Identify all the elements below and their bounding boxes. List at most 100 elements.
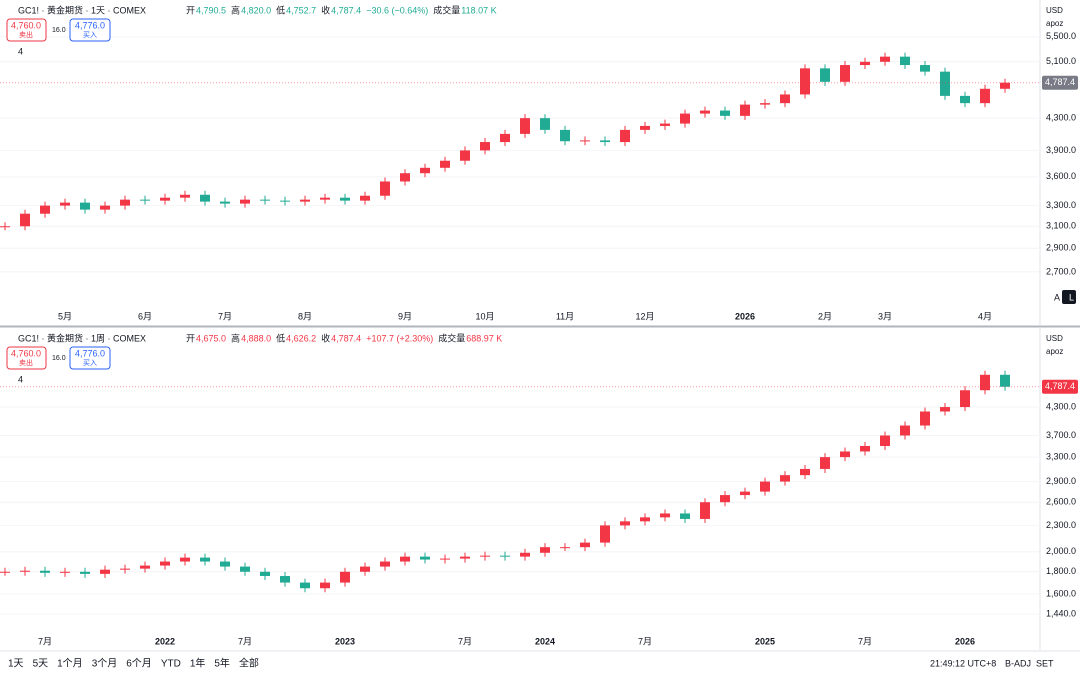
candle	[1000, 374, 1010, 387]
candle	[320, 582, 330, 589]
candle	[500, 555, 510, 557]
last-price: 4,787.4	[1045, 381, 1075, 391]
y-tick-label: 1,600.0	[1046, 588, 1076, 598]
ohlc-change: +107.7 (+2.30%)	[366, 333, 433, 343]
candle	[480, 555, 490, 557]
candle	[560, 129, 570, 142]
candle	[520, 552, 530, 557]
candle	[340, 571, 350, 583]
y-tick-label: 3,100.0	[1046, 221, 1076, 231]
sell-label: 卖出	[19, 30, 33, 39]
candle	[900, 56, 910, 66]
ohlc-volume: 118.07 K	[461, 5, 496, 15]
candle	[880, 435, 890, 446]
ohlc-low: 4,626.2	[286, 333, 316, 343]
sell-price: 4,760.0	[11, 20, 41, 30]
buy-button[interactable]	[69, 346, 111, 370]
range-button[interactable]: YTD	[161, 659, 181, 670]
candle	[920, 411, 930, 426]
buy-price: 4,776.0	[75, 20, 105, 30]
ohlc-volume: 688.97 K	[466, 333, 502, 343]
scale-button[interactable]: A	[1054, 292, 1060, 302]
candle	[620, 129, 630, 143]
candle	[660, 123, 670, 126]
candle	[380, 181, 390, 196]
range-button[interactable]: 1个月	[57, 658, 83, 670]
buy-label: 买入	[83, 31, 97, 39]
range-button[interactable]: 3个月	[92, 658, 118, 670]
candle	[400, 556, 410, 562]
buy-button[interactable]	[69, 18, 111, 42]
candle	[180, 557, 190, 562]
currency: USD	[1046, 334, 1063, 343]
y-tick-label: 5,100.0	[1046, 56, 1076, 66]
y-tick-label: 3,300.0	[1046, 451, 1076, 461]
scale-button-bg[interactable]	[1062, 290, 1076, 304]
candle	[880, 56, 890, 62]
candle	[120, 199, 130, 206]
candle	[620, 521, 630, 526]
candle	[340, 197, 350, 201]
ohlc-high: 4,888.0	[241, 333, 271, 343]
scale-mode: apoz	[1046, 347, 1063, 356]
candle	[0, 571, 10, 573]
candle	[120, 568, 130, 570]
candle	[200, 557, 210, 562]
candle	[300, 199, 310, 202]
y-tick-label: 5,500.0	[1046, 31, 1076, 41]
candle	[140, 565, 150, 569]
range-button[interactable]: 5天	[33, 659, 49, 670]
y-tick-label: 2,600.0	[1046, 497, 1076, 507]
y-tick-label: 3,900.0	[1046, 145, 1076, 155]
candle	[760, 481, 770, 492]
range-button[interactable]: 5年	[214, 657, 230, 670]
sell-price: 4,760.0	[11, 348, 41, 358]
adjust-button[interactable]: B-ADJ	[1005, 658, 1031, 668]
x-tick-label: 2025	[755, 636, 775, 646]
range-button[interactable]: 1天	[8, 659, 24, 670]
candle	[840, 451, 850, 458]
candle	[160, 197, 170, 201]
candle	[580, 542, 590, 548]
scale-button[interactable]: L	[1069, 292, 1074, 302]
x-tick-label: 2023	[335, 636, 355, 646]
y-tick-label: 1,800.0	[1046, 566, 1076, 576]
candle	[460, 556, 470, 559]
ohlc-change: −30.6 (−0.64%)	[366, 5, 428, 15]
candle	[960, 390, 970, 408]
clock: 21:49:12 UTC+8	[930, 658, 996, 668]
range-button[interactable]: 6个月	[126, 658, 152, 670]
candle	[100, 205, 110, 210]
candle	[860, 445, 870, 452]
candle	[80, 571, 90, 574]
x-tick-label: 7月	[238, 636, 252, 646]
x-tick-label: 2月	[818, 311, 832, 321]
x-tick-label: 2024	[535, 636, 555, 646]
candle	[760, 103, 770, 105]
sell-button[interactable]	[6, 346, 47, 370]
x-tick-label: 2022	[155, 636, 175, 646]
candle	[500, 133, 510, 143]
candle	[900, 425, 910, 436]
x-tick-label: 2026	[955, 636, 975, 646]
candle	[980, 88, 990, 104]
last-price: 4,787.4	[1045, 77, 1075, 87]
candle	[560, 547, 570, 549]
ohlc-volume-label: 成交量	[438, 332, 465, 343]
ohlc-open: 4,675.0	[196, 333, 226, 343]
panel-bg	[0, 0, 1080, 325]
ohlc-low-label: 低	[276, 332, 285, 343]
sell-button[interactable]	[6, 18, 47, 42]
candle	[20, 213, 30, 227]
candle	[600, 140, 610, 143]
candle	[740, 104, 750, 116]
session-button[interactable]: SET	[1036, 658, 1054, 668]
candle	[460, 150, 470, 161]
x-tick-label: 7月	[38, 636, 52, 646]
x-tick-label: 7月	[858, 636, 872, 646]
x-tick-label: 9月	[398, 311, 412, 321]
y-tick-label: 2,000.0	[1046, 546, 1076, 556]
range-button[interactable]: 全部	[239, 657, 259, 670]
range-button[interactable]: 1年	[190, 657, 206, 670]
candle	[160, 561, 170, 566]
